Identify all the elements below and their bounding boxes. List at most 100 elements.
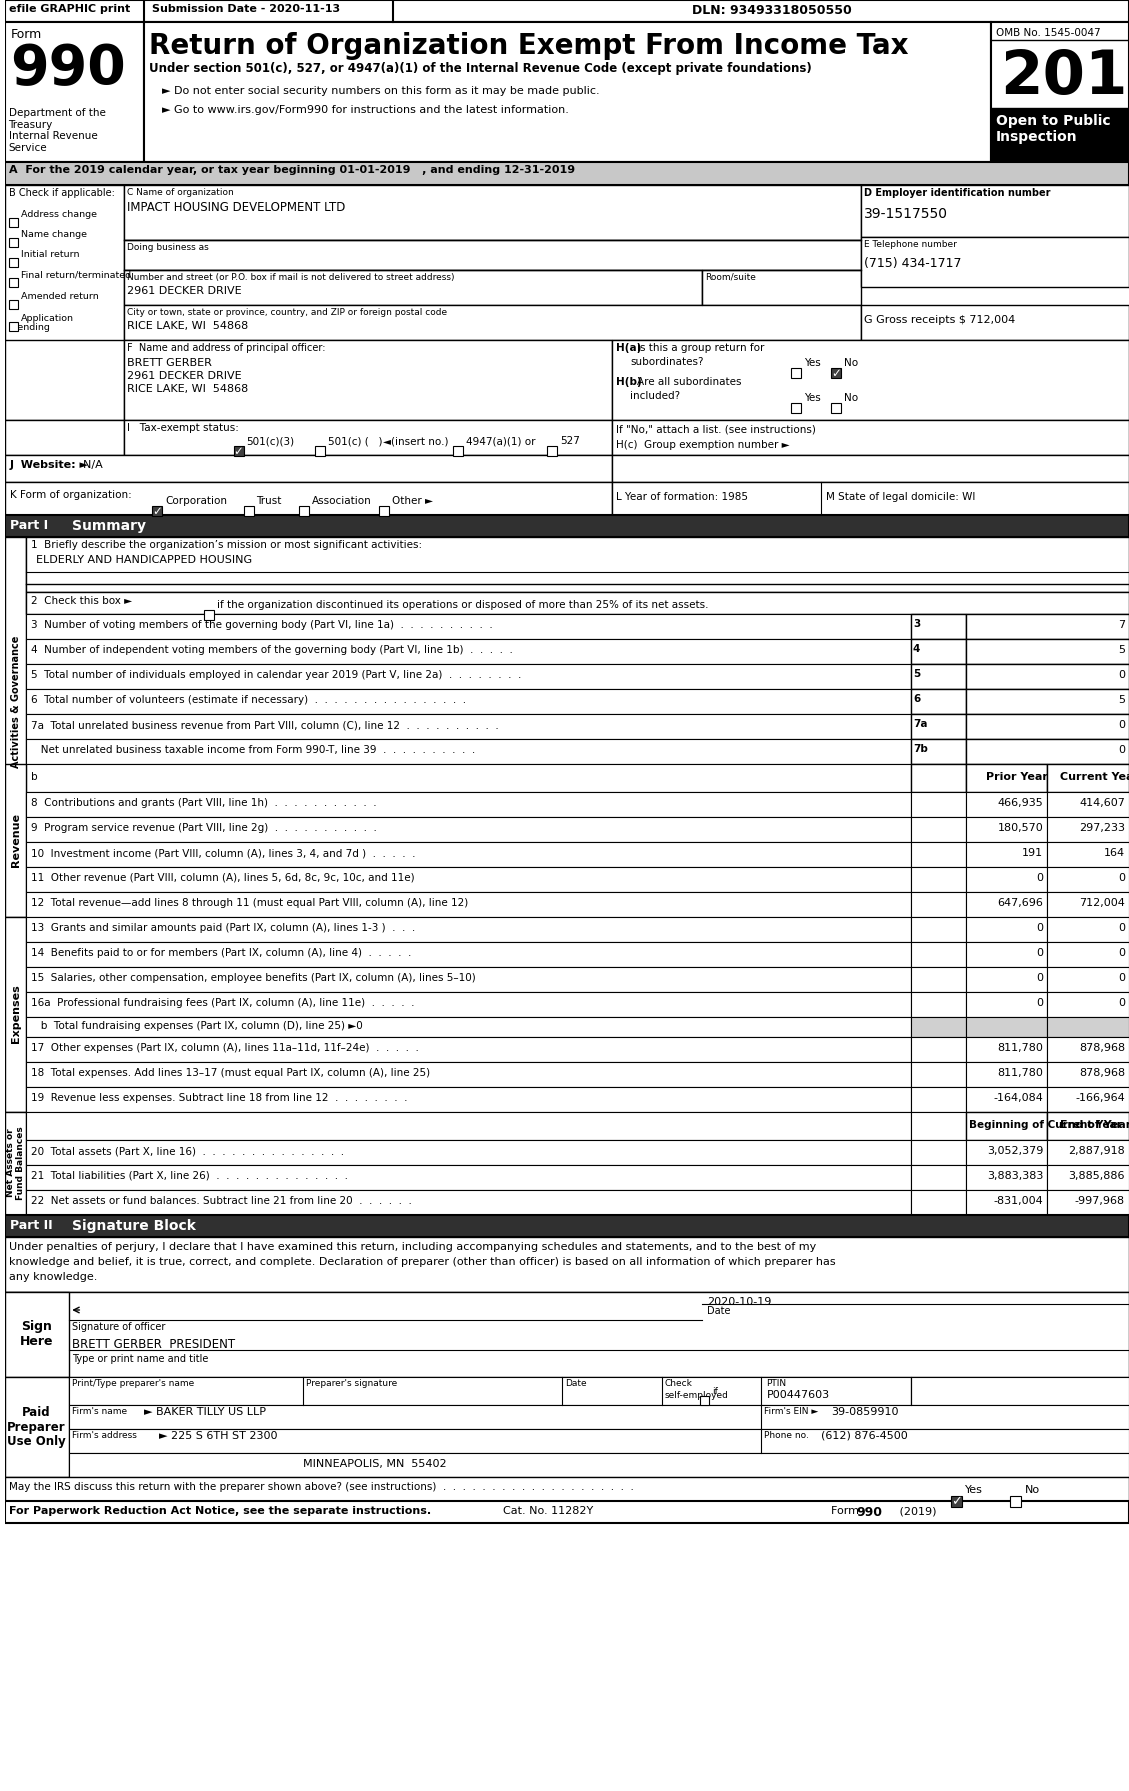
Bar [5,1377,69,1478]
Bar [5,1501,1129,1522]
Text: Yes: Yes [804,358,821,367]
Bar [26,537,1129,593]
Text: 1  Briefly describe the organization’s mission or most significant activities:: 1 Briefly describe the organization’s mi… [32,541,422,550]
Text: D Employer identification number: D Employer identification number [864,188,1051,199]
Bar [26,967,911,992]
Bar [911,892,965,917]
Text: 191: 191 [1022,847,1043,858]
Bar [5,765,26,917]
Text: 7a: 7a [913,718,927,729]
Bar [831,367,841,378]
Text: Net unrelated business taxable income from Form 990-T, line 39  .  .  .  .  .  .: Net unrelated business taxable income fr… [32,745,475,756]
Bar [5,21,145,161]
Bar [1048,1037,1129,1062]
Bar [26,942,911,967]
Bar [911,1189,965,1214]
Bar [26,614,911,639]
Bar [965,1062,1048,1087]
Text: RICE LAKE, WI  54868: RICE LAKE, WI 54868 [128,321,248,331]
Bar [1048,765,1129,792]
Text: 5: 5 [1118,645,1124,656]
Text: 501(c)(3): 501(c)(3) [246,435,295,446]
Text: 3,885,886: 3,885,886 [1068,1171,1124,1180]
Text: ✓: ✓ [234,444,244,457]
Text: Association: Association [313,496,373,507]
Text: 6  Total number of volunteers (estimate if necessary)  .  .  .  .  .  .  .  .  .: 6 Total number of volunteers (estimate i… [32,695,466,706]
Text: 10  Investment income (Part VIII, column (A), lines 3, 4, and 7d )  .  .  .  .  : 10 Investment income (Part VIII, column … [32,847,415,858]
Text: 14  Benefits paid to or for members (Part IX, column (A), line 4)  .  .  .  .  .: 14 Benefits paid to or for members (Part… [32,947,412,958]
Text: b  Total fundraising expenses (Part IX, column (D), line 25) ►0: b Total fundraising expenses (Part IX, c… [32,1021,364,1032]
Text: 811,780: 811,780 [998,1042,1043,1053]
Bar [911,639,965,664]
Text: Part II: Part II [9,1220,52,1232]
Text: 3: 3 [913,620,920,629]
Text: Name change: Name change [20,229,87,238]
Bar [990,107,1129,161]
Text: 5: 5 [913,670,920,679]
Text: Firm's address: Firm's address [72,1431,138,1440]
Text: Address change: Address change [20,210,96,219]
Bar [1048,992,1129,1017]
Text: Room/suite: Room/suite [704,272,755,281]
Text: May the IRS discuss this return with the preparer shown above? (see instructions: May the IRS discuss this return with the… [9,1481,633,1492]
Bar [124,340,612,421]
Text: 7: 7 [1118,620,1124,630]
Text: ► 225 S 6TH ST 2300: ► 225 S 6TH ST 2300 [159,1431,278,1442]
Bar [5,537,26,867]
Bar [26,1017,911,1037]
Bar [965,715,1129,740]
Bar [791,403,802,414]
Text: Form: Form [10,29,42,41]
Bar [26,593,1129,614]
Text: Sign
Here: Sign Here [19,1320,53,1349]
Text: Number and street (or P.O. box if mail is not delivered to street address): Number and street (or P.O. box if mail i… [128,272,455,281]
Text: 0: 0 [1118,998,1124,1008]
Bar [965,690,1129,715]
Text: 0: 0 [1118,973,1124,983]
Bar [911,715,965,740]
Text: 2,887,918: 2,887,918 [1068,1146,1124,1155]
Bar [861,304,1129,340]
Bar [26,917,911,942]
Text: 712,004: 712,004 [1079,897,1124,908]
Text: A  For the 2019 calendar year, or tax year beginning 01-01-2019   , and ending 1: A For the 2019 calendar year, or tax yea… [9,165,575,176]
Bar [69,1453,1129,1478]
Text: Activities & Governance: Activities & Governance [10,636,20,768]
Text: Corporation: Corporation [165,496,227,507]
Text: ◄(insert no.): ◄(insert no.) [383,435,448,446]
Text: 0: 0 [1036,872,1043,883]
Text: Trust: Trust [256,496,282,507]
Text: Summary: Summary [72,519,147,534]
Text: H(a): H(a) [616,344,641,353]
Bar [965,967,1048,992]
Bar [911,765,965,792]
Text: Yes: Yes [964,1485,982,1495]
Text: 466,935: 466,935 [998,799,1043,808]
Bar [612,340,1129,421]
Bar [965,992,1048,1017]
Bar [965,1037,1048,1062]
Bar [1048,867,1129,892]
Text: 0: 0 [1118,670,1124,681]
Bar [26,664,911,690]
Text: Phone no.: Phone no. [764,1431,809,1440]
Bar [379,507,390,516]
Text: ✓: ✓ [831,367,841,380]
Text: 0: 0 [1118,872,1124,883]
Text: 811,780: 811,780 [998,1067,1043,1078]
Text: Doing business as: Doing business as [128,244,209,253]
Bar [26,740,911,765]
Bar [831,403,841,414]
Bar [965,639,1129,664]
Text: 39-0859910: 39-0859910 [831,1408,899,1417]
Bar [1048,842,1129,867]
Bar [965,842,1048,867]
Bar [702,270,861,304]
Text: J  Website: ►: J Website: ► [9,460,88,469]
Text: Signature of officer: Signature of officer [72,1322,166,1333]
Text: I   Tax-exempt status:: I Tax-exempt status: [128,423,239,433]
Bar [5,421,124,455]
Text: 3,883,383: 3,883,383 [987,1171,1043,1180]
Text: Type or print name and title: Type or print name and title [72,1354,209,1365]
Text: 13  Grants and similar amounts paid (Part IX, column (A), lines 1-3 )  .  .  .: 13 Grants and similar amounts paid (Part… [32,922,415,933]
